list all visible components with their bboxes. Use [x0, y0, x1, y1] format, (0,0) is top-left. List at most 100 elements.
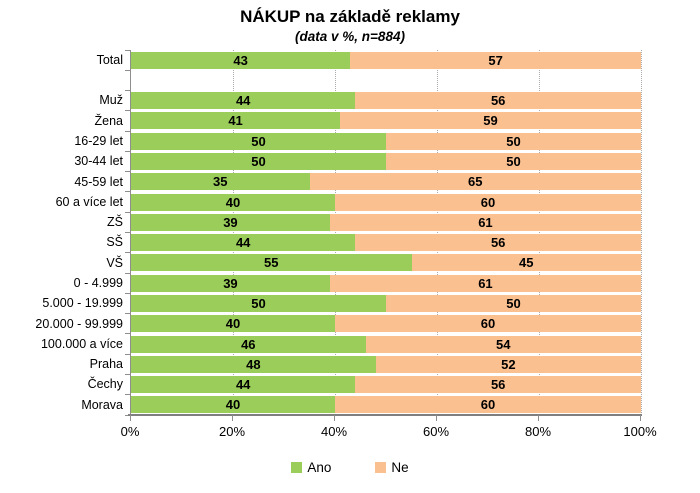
chart-row: Muž 44 56	[99, 91, 641, 111]
bar-segment-ano: 35	[131, 173, 310, 191]
bar-segment-ano: 50	[131, 295, 386, 313]
x-axis-tick	[130, 415, 131, 421]
chart-row: Čechy 44 56	[88, 375, 641, 395]
bar-segment-ano: 40	[131, 396, 335, 414]
data-label: 56	[490, 377, 506, 393]
bar-track: 46 54	[131, 335, 641, 353]
gridline	[335, 50, 336, 415]
bar-track: 44 56	[131, 376, 641, 394]
chart-row: Morava 40 60	[81, 395, 641, 415]
bar-track: 50 50	[131, 132, 641, 150]
data-label: 55	[264, 255, 279, 271]
y-axis-tick	[125, 232, 131, 233]
bar-segment-ne: 60	[335, 396, 641, 414]
plot-area: Total 43 57 Muž 44 56 Žena 41 59 16-29 let 50 50 30-…	[35, 49, 642, 416]
data-label: 61	[478, 275, 493, 291]
bar-track: 40 60	[131, 315, 641, 333]
chart-row: 5.000 - 19.999 50 50	[42, 293, 641, 313]
bar-segment-ano: 40	[131, 193, 335, 211]
y-axis-tick	[125, 252, 131, 254]
x-axis-tick	[334, 415, 335, 421]
data-label: 44	[235, 93, 251, 109]
bar-track: 41 59	[131, 112, 641, 130]
y-axis-tick	[125, 191, 131, 193]
chart-row: 0 - 4.999 39 61	[74, 273, 641, 293]
legend-label-ne: Ne	[391, 460, 409, 475]
y-axis-tick	[125, 150, 131, 152]
data-label: 60	[480, 397, 496, 413]
category-label: 30-44 let	[74, 154, 123, 169]
bar-segment-ne: 65	[309, 173, 641, 191]
y-axis-tick	[125, 333, 131, 335]
category-label: 60 a více let	[55, 194, 123, 209]
x-axis-tick	[538, 415, 539, 421]
x-axis-label: 60%	[422, 424, 450, 439]
data-label: 56	[490, 93, 506, 109]
y-axis-tick	[125, 272, 131, 274]
category-label: ZŠ	[107, 215, 123, 230]
legend-item-ano: Ano	[291, 460, 331, 475]
y-axis-tick	[125, 313, 131, 315]
chart-row: VŠ 55 45	[106, 253, 641, 273]
bar-segment-ano: 46	[131, 335, 366, 353]
data-label: 41	[228, 113, 243, 129]
bar-segment-ano: 50	[131, 153, 386, 171]
data-label: 52	[501, 356, 516, 372]
bar-segment-ne: 50	[386, 153, 641, 171]
data-label: 50	[506, 154, 521, 170]
gridline	[437, 50, 438, 415]
bar-track: 35 65	[131, 173, 641, 191]
gridline	[539, 50, 540, 415]
data-label: 61	[478, 214, 493, 230]
x-axis-label: 20%	[218, 424, 246, 439]
bar-track: 40 60	[131, 193, 641, 211]
data-label: 44	[235, 235, 251, 251]
x-axis-label: 80%	[524, 424, 552, 439]
data-label: 39	[223, 275, 238, 291]
chart-title: NÁKUP na základě reklamy	[240, 7, 460, 26]
x-axis-tick	[640, 415, 641, 421]
data-label: 40	[225, 194, 241, 210]
category-label: 0 - 4.999	[73, 275, 123, 290]
bar-track: 44 56	[131, 92, 641, 110]
bar-track: 44 56	[131, 234, 641, 252]
data-label: 46	[241, 336, 256, 352]
bar-segment-ne: 56	[355, 92, 641, 110]
x-axis-tick	[436, 415, 437, 421]
data-label: 60	[480, 316, 496, 332]
bar-segment-ano: 39	[131, 274, 330, 292]
data-label: 39	[223, 214, 238, 230]
bar-segment-ne: 56	[355, 234, 641, 252]
data-label: 60	[480, 194, 496, 210]
bar-track: 55 45	[131, 254, 641, 272]
legend: Ano Ne	[0, 460, 700, 475]
y-axis-tick	[125, 353, 131, 355]
data-label: 50	[506, 296, 521, 312]
bar-track: 39 61	[131, 274, 641, 292]
category-label: Praha	[89, 357, 123, 372]
bar-segment-ne: 45	[411, 254, 641, 272]
bar-track: 43 57	[131, 51, 641, 69]
data-label: 40	[225, 316, 241, 332]
chart-row: Total 43 57	[97, 50, 641, 70]
y-axis-tick	[125, 49, 131, 51]
chart-row: 100.000 a více 46 54	[41, 334, 641, 354]
data-label: 50	[251, 296, 266, 312]
legend-swatch-ne	[375, 462, 387, 473]
spacer-row	[131, 70, 641, 90]
chart-row: Žena 41 59	[95, 111, 641, 131]
bar-segment-ne: 50	[386, 132, 641, 150]
bar-track: 48 52	[131, 355, 641, 373]
category-label: 45-59 let	[74, 174, 123, 189]
y-axis-tick	[125, 69, 131, 71]
chart-row: Praha 48 52	[90, 354, 641, 374]
legend-swatch-ano	[291, 462, 303, 473]
gridline	[233, 50, 234, 415]
y-axis-tick	[125, 130, 131, 132]
chart-row: 60 a více let 40 60	[56, 192, 641, 212]
y-axis-tick	[125, 394, 131, 396]
data-label: 57	[488, 52, 503, 68]
data-label: 65	[468, 174, 483, 190]
bar-segment-ano: 48	[131, 355, 376, 373]
chart-row: 20.000 - 99.999 40 60	[35, 314, 641, 334]
